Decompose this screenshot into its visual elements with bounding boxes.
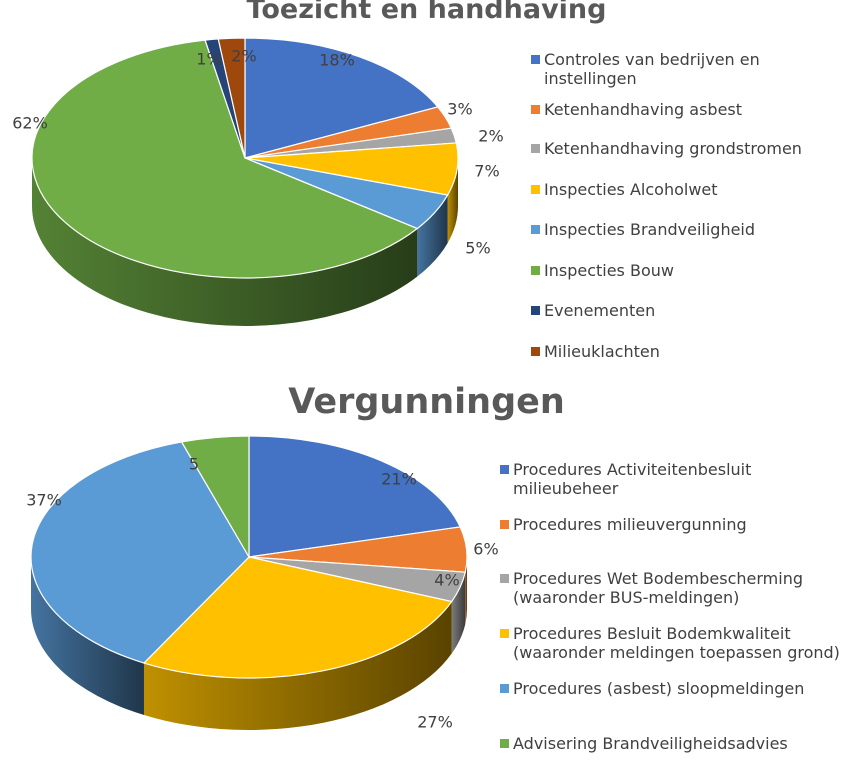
data-label-ketenhandhaving-grondstromen: 2%: [478, 127, 503, 146]
legend-label: Ketenhandhaving asbest: [544, 100, 743, 119]
legend-label: Controles van bedrijven en instellingen: [544, 50, 760, 88]
legend-swatch: [531, 55, 540, 64]
legend-item-procedures-wet-bodembescherming-waaronder-bus-meldingen[interactable]: Procedures Wet Bodembescherming (waarond…: [500, 569, 853, 607]
legend-swatch: [500, 465, 509, 474]
legend-item-ketenhandhaving-grondstromen[interactable]: Ketenhandhaving grondstromen: [531, 139, 802, 158]
data-label-inspecties-alcoholwet: 7%: [474, 162, 499, 181]
pie-side-inspecties-brandveiligheid: [417, 195, 448, 277]
data-label-advisering-brandveiligheidsadvies: 5: [189, 455, 199, 474]
pie-chart-vergunningen: 21% 6% 4% 27% 37% 5: [26, 435, 499, 732]
data-label-procedures-milieuvergunning: 6%: [473, 540, 498, 559]
legend-label: Advisering Brandveiligheidsadvies: [513, 734, 788, 753]
pie-side-procedures-milieuvergunning: [465, 557, 467, 625]
legend-label: Inspecties Bouw: [544, 261, 674, 280]
pie-side-inspecties-alcoholwet: [447, 158, 458, 244]
pie-slice-advisering-brandveiligheidsadvies[interactable]: [180, 435, 250, 560]
data-label-inspecties-brandveiligheid: 5%: [465, 239, 490, 258]
legend-swatch: [500, 684, 509, 693]
legend-swatch: [531, 225, 540, 234]
pie-chart-toezicht: 18% 3% 2% 7% 5% 62% 1% 2%: [12, 37, 504, 327]
data-label-milieuklachten: 2%: [231, 47, 256, 66]
pie-top: [30, 435, 468, 679]
data-label-procedures-wet-bodembescherming-waaronder-bus-meldingen: 4%: [434, 571, 459, 590]
data-label-procedures-besluit-bodemkwaliteit-waaronder-meldingen-toepassen-grond: 27%: [417, 713, 453, 732]
legend-label: Procedures Wet Bodembescherming (waarond…: [513, 569, 803, 607]
chart-toezicht: Toezicht en handhaving 18% 3% 2% 7% 5% 62% 1% 2…: [0, 0, 853, 370]
data-label-evenementen: 1%: [196, 50, 221, 69]
pie-side-walls: [32, 158, 458, 327]
legend-label: Procedures Activiteitenbesluit milieubeh…: [513, 460, 752, 498]
pie-side-procedures-asbest-sloopmeldingen: [31, 557, 144, 716]
chart-vergunningen: Vergunningen 21% 6% 4% 27% 37% 5 Procedures A…: [0, 380, 853, 760]
legend-swatch: [531, 185, 540, 194]
legend-item-inspecties-alcoholwet[interactable]: Inspecties Alcoholwet: [531, 180, 718, 199]
legend-item-evenementen[interactable]: Evenementen: [531, 301, 655, 320]
pie-side-inspecties-bouw: [32, 158, 418, 327]
pie-slice-inspecties-bouw[interactable]: [31, 39, 419, 279]
legend-swatch: [500, 520, 509, 529]
legend-item-procedures-milieuvergunning[interactable]: Procedures milieuvergunning: [500, 515, 747, 534]
pie-slice-procedures-activiteitenbesluit-milieubeheer[interactable]: [248, 435, 462, 558]
legend-swatch: [500, 739, 509, 748]
pie-slice-procedures-asbest-sloopmeldingen[interactable]: [30, 441, 250, 664]
pie-side-procedures-besluit-bodemkwaliteit-waaronder-meldingen-toepassen-grond: [143, 601, 452, 730]
data-label-procedures-activiteitenbesluit-milieubeheer: 21%: [381, 470, 417, 489]
legend-swatch: [531, 144, 540, 153]
pie-slice-milieuklachten[interactable]: [217, 37, 246, 159]
legend-label: Procedures milieuvergunning: [513, 515, 747, 534]
legend-item-advisering-brandveiligheidsadvies[interactable]: Advisering Brandveiligheidsadvies: [500, 734, 788, 753]
legend-label: Procedures Besluit Bodemkwaliteit (waaro…: [513, 624, 840, 662]
legend-item-procedures-besluit-bodemkwaliteit-waaronder-meldingen-toepassen-grond[interactable]: Procedures Besluit Bodemkwaliteit (waaro…: [500, 624, 853, 662]
pie-slice-controles-van-bedrijven-en-instellingen[interactable]: [244, 37, 439, 159]
pie-side-walls: [31, 557, 467, 730]
legend-swatch: [531, 306, 540, 315]
chart-title: Vergunningen: [288, 382, 565, 422]
legend-item-inspecties-brandveiligheid[interactable]: Inspecties Brandveiligheid: [531, 220, 755, 239]
pie-side-procedures-wet-bodembescherming-waaronder-bus-meldingen: [451, 572, 466, 654]
legend-label: Inspecties Alcoholwet: [544, 180, 718, 199]
legend-swatch: [531, 347, 540, 356]
legend-swatch: [500, 574, 509, 583]
pie-slice-procedures-besluit-bodemkwaliteit-waaronder-meldingen-toepassen-grond[interactable]: [142, 556, 453, 679]
data-label-controles-van-bedrijven-en-instellingen: 18%: [319, 51, 355, 70]
data-label-ketenhandhaving-asbest: 3%: [447, 100, 472, 119]
legend-item-controles-van-bedrijven-en-instellingen[interactable]: Controles van bedrijven en instellingen: [531, 50, 851, 88]
pie-top: [31, 37, 459, 279]
legend-item-procedures-activiteitenbesluit-milieubeheer[interactable]: Procedures Activiteitenbesluit milieubeh…: [500, 460, 853, 498]
legend-swatch: [531, 266, 540, 275]
data-label-procedures-asbest-sloopmeldingen: 37%: [26, 491, 62, 510]
legend-item-inspecties-bouw[interactable]: Inspecties Bouw: [531, 261, 674, 280]
legend-item-ketenhandhaving-asbest[interactable]: Ketenhandhaving asbest: [531, 100, 742, 119]
legend-label: Milieuklachten: [544, 342, 660, 361]
chart-title: Toezicht en handhaving: [246, 0, 607, 25]
legend-label: Procedures (asbest) sloopmeldingen: [513, 679, 805, 698]
legend-item-procedures-asbest-sloopmeldingen[interactable]: Procedures (asbest) sloopmeldingen: [500, 679, 804, 698]
legend-swatch: [531, 105, 540, 114]
legend-label: Inspecties Brandveiligheid: [544, 220, 756, 239]
legend-label: Evenementen: [544, 301, 656, 320]
legend-swatch: [500, 629, 509, 638]
legend-item-milieuklachten[interactable]: Milieuklachten: [531, 342, 660, 361]
data-label-inspecties-bouw: 62%: [12, 114, 48, 133]
legend-label: Ketenhandhaving grondstromen: [544, 139, 802, 158]
